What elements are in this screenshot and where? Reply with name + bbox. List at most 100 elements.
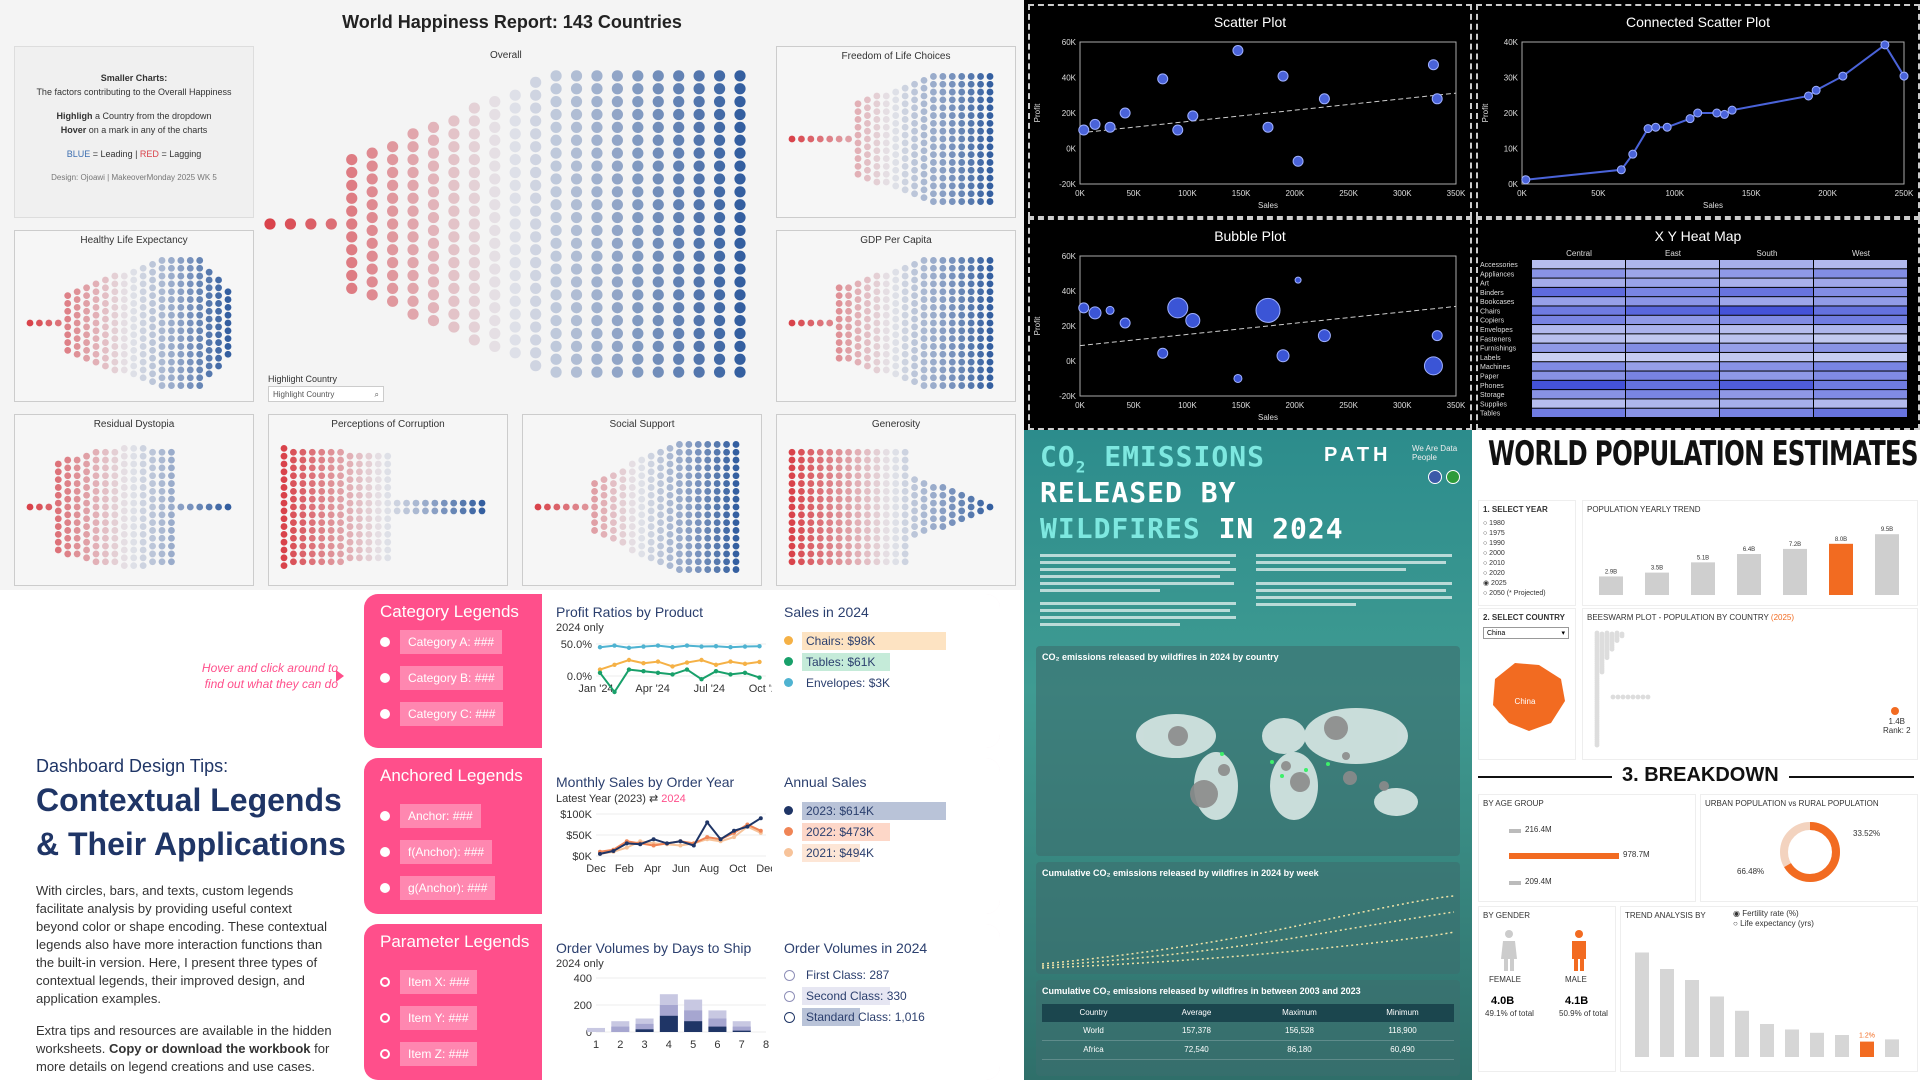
br-flag-icon[interactable] [1446,470,1460,484]
country-dot [826,472,834,480]
item-y[interactable]: Item Y: ### [380,1006,530,1030]
year-option[interactable]: ○ 2010 [1483,560,1505,567]
weekly-cumulative-chart[interactable] [1036,880,1460,972]
factor-beeswarm[interactable] [528,437,756,577]
factor-beeswarm[interactable] [782,437,1010,577]
country-dot [387,179,399,191]
year-option[interactable]: ○ 2020 [1483,570,1505,577]
factor-beeswarm[interactable] [782,69,1010,209]
g-anchor-item[interactable]: g(Anchor): ### [380,876,530,900]
country-dot [139,546,147,554]
hover-hint-2: find out what they can do [204,677,338,691]
item-z[interactable]: Item Z: ### [380,1042,530,1066]
country-dot [102,487,109,495]
connected-point [1727,105,1737,115]
country-dot [591,527,598,534]
factor-beeswarm[interactable] [274,437,502,577]
population-beeswarm[interactable] [1583,625,1915,757]
country-dot [224,343,232,350]
country-dot [600,499,608,507]
fertility-option[interactable]: ◉ Fertility rate (%) [1733,909,1799,918]
scatter-plot[interactable]: 0K 50K 100K 150K 200K 250K 300K 350K60K40K20K0K… [1030,32,1466,212]
monthly-point [651,837,656,842]
country-dot [939,303,947,311]
fertility-chart[interactable]: 1.2% [1621,933,1915,1069]
profit-point [742,661,748,667]
world-map[interactable] [1036,666,1460,852]
path-tagline: We Are Data People [1412,444,1458,462]
country-dot [299,456,307,464]
overall-beeswarm[interactable] [260,64,760,384]
heat-cell [1720,315,1813,325]
country-dot [892,456,900,464]
country-point [1635,694,1641,700]
country-dot [826,480,834,487]
country-dot [948,280,956,288]
year-option[interactable]: ○ 1980 [1483,520,1505,527]
factor-beeswarm[interactable] [782,253,1010,393]
country-dot [673,147,685,159]
profit-point [699,677,704,682]
category-a-item[interactable]: Category A: ### [380,630,530,654]
x-tick-label: Dec [756,863,772,875]
country-dot [967,382,975,389]
year-option[interactable]: ○ 1975 [1483,530,1505,537]
country-dot [318,550,326,558]
country-dot [693,224,705,237]
country-dropdown[interactable]: China ▾ [1483,627,1569,639]
year-option[interactable]: ○ 2050 (* Projected) [1483,590,1546,597]
factor-beeswarm[interactable] [20,253,248,393]
country-dot [139,303,147,311]
category-c-item[interactable]: Category C: ### [380,702,530,726]
highlight-country-dropdown[interactable]: Highlight Country ⌕ [268,386,384,402]
country-point [1645,694,1651,700]
female-label: FEMALE [1489,975,1522,984]
factor-beeswarm[interactable] [20,437,248,577]
copy-workbook-link[interactable]: Copy or download the workbook [108,1041,311,1056]
country-dot [911,499,918,507]
country-dot [958,296,966,303]
monthly-sub-year[interactable]: 2024 [661,793,686,805]
country-dot [628,460,636,468]
year-option[interactable]: ◉ 2025 [1483,580,1507,587]
country-dot [939,190,947,198]
country-dot [948,519,956,527]
f-anchor-item[interactable]: f(Anchor): ### [380,840,530,864]
bubble-plot[interactable]: 0K 50K 100K 150K 200K 250K 300K 350K60K40K20K0K… [1030,246,1466,424]
category-b-item[interactable]: Category B: ### [380,666,530,690]
urban-donut[interactable] [1775,817,1845,887]
country-dot [864,166,871,174]
country-dot [196,335,204,343]
country-dot [948,503,956,511]
item-x[interactable]: Item X: ### [380,970,530,994]
xy-heatmap[interactable]: Central East South WestAccessoriesAppliance… [1478,246,1914,424]
monthly-sales-chart[interactable]: $100K$50K$0KDecFebAprJunAugOctDec [552,806,772,910]
country-dot [958,119,966,127]
country-dot [327,495,335,503]
country-dot [111,511,119,519]
country-dot [149,307,156,315]
life-exp-option[interactable]: ○ Life expectancy (yrs) [1733,919,1814,928]
us-flag-icon[interactable] [1428,470,1442,484]
yearly-trend-chart[interactable]: 2.9B3.5B5.1B6.4B7.2B8.0B9.5B [1583,517,1915,603]
country-dot [215,323,222,331]
country-dot [26,319,34,327]
connected-scatter-plot[interactable]: 0K 50K 100K 150K 200K 250K40K30K20K10K0KSales… [1478,32,1914,212]
anchor-item[interactable]: Anchor: ### [380,804,530,828]
country-dot [958,104,966,112]
country-dot [666,491,674,499]
scatter-point [1089,118,1101,130]
country-dot [139,366,147,374]
country-dot [694,487,702,495]
scatter-point [1078,124,1090,136]
country-dot [685,566,693,573]
country-dot [120,272,128,280]
heat-cell [1814,269,1907,278]
year-option[interactable]: ○ 1990 [1483,540,1505,547]
country-dot [704,472,712,480]
country-dot [652,134,664,146]
country-dot [318,495,326,503]
year-option[interactable]: ○ 2000 [1483,550,1505,557]
